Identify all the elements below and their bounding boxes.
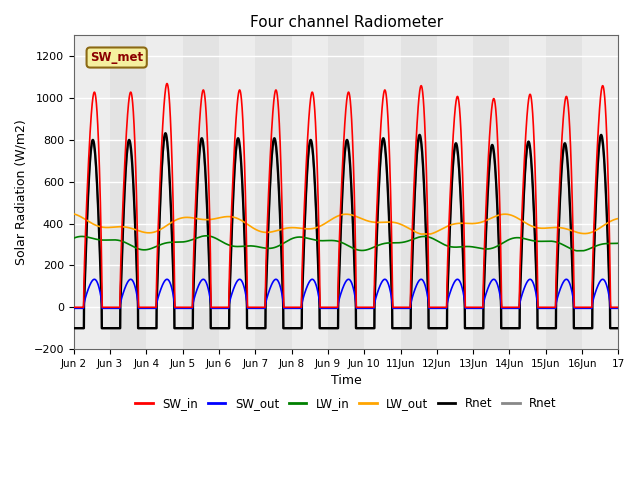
Title: Four channel Radiometer: Four channel Radiometer: [250, 15, 443, 30]
Bar: [182, 36, 219, 349]
Text: SW_met: SW_met: [90, 51, 143, 64]
Bar: [328, 36, 364, 349]
Bar: [546, 36, 582, 349]
X-axis label: Time: Time: [331, 374, 362, 387]
Bar: [401, 36, 437, 349]
Bar: [364, 36, 401, 349]
Y-axis label: Solar Radiation (W/m2): Solar Radiation (W/m2): [15, 120, 28, 265]
Bar: [292, 36, 328, 349]
Bar: [219, 36, 255, 349]
Bar: [509, 36, 546, 349]
Bar: [473, 36, 509, 349]
Bar: [147, 36, 182, 349]
Bar: [255, 36, 292, 349]
Bar: [437, 36, 473, 349]
Bar: [74, 36, 110, 349]
Legend: SW_in, SW_out, LW_in, LW_out, Rnet, Rnet: SW_in, SW_out, LW_in, LW_out, Rnet, Rnet: [131, 393, 561, 415]
Bar: [582, 36, 618, 349]
Bar: [110, 36, 147, 349]
